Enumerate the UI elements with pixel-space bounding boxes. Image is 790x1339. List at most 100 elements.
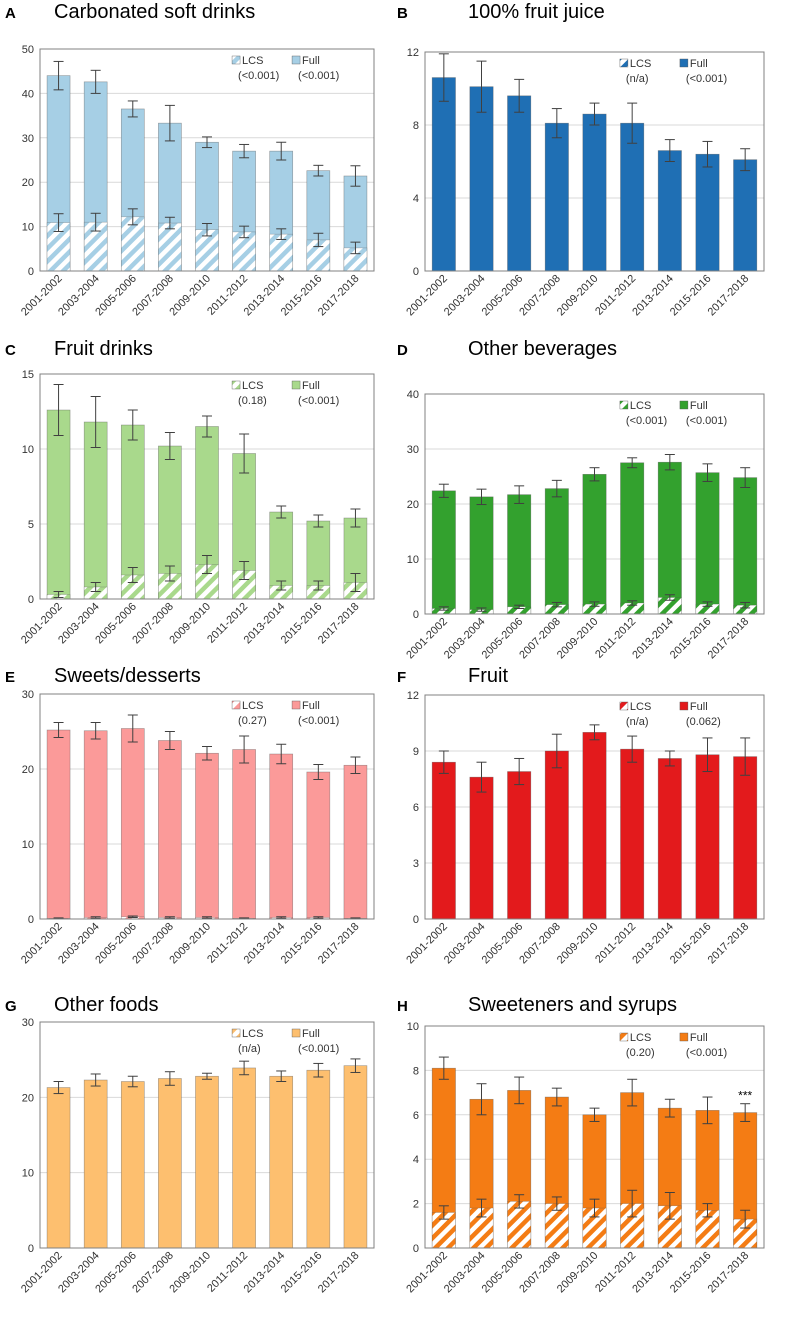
legend-swatch-lcs — [231, 700, 241, 710]
errorbar-full — [90, 722, 101, 740]
legend-pvalue-lcs: (n/a) — [626, 716, 649, 728]
errorbar-lcs — [438, 1205, 449, 1220]
legend-pvalue-full: (<0.001) — [298, 715, 339, 727]
bar-full — [620, 462, 645, 615]
bar-full — [469, 86, 494, 272]
panel-letter: H — [397, 998, 408, 1015]
errorbar-full — [476, 488, 487, 506]
errorbar-lcs — [589, 1198, 600, 1218]
errorbar-lcs — [164, 565, 175, 582]
errorbar-lcs — [740, 1209, 751, 1229]
legend-label-full: Full — [690, 1032, 708, 1044]
x-tick-label: 2009-2010 — [555, 273, 601, 319]
plot-frame — [39, 1021, 375, 1249]
errorbar-full — [702, 737, 713, 773]
errorbar-lcs — [551, 1196, 562, 1211]
errorbar-full — [514, 485, 525, 504]
bar-full — [269, 753, 294, 920]
bar-full — [46, 1087, 71, 1249]
legend-swatch-lcs — [619, 58, 629, 68]
bar-full — [46, 729, 71, 920]
bar-full — [120, 1081, 145, 1249]
bar-full — [507, 95, 532, 272]
y-tick-label: 10 — [407, 1021, 419, 1033]
bar-full — [695, 472, 720, 615]
errorbar-lcs — [627, 1189, 638, 1218]
legend-swatch-full — [291, 1028, 301, 1038]
errorbar-full — [202, 746, 212, 761]
errorbar-lcs — [239, 561, 250, 580]
errorbar-full — [164, 731, 175, 750]
y-tick-label: 10 — [22, 1168, 34, 1180]
chart-title: Other foods — [54, 994, 159, 1016]
plot-frame — [39, 693, 375, 920]
errorbar-lcs — [313, 916, 324, 919]
errorbar-full — [589, 102, 600, 126]
errorbar-full — [476, 1083, 487, 1116]
errorbar-full — [313, 164, 324, 177]
legend-swatch-lcs — [231, 55, 241, 65]
bar-full — [695, 754, 720, 920]
bar-full — [269, 1075, 294, 1249]
legend-label-full: Full — [690, 400, 708, 412]
bar-full — [507, 771, 532, 920]
chart-title: Fruit drinks — [54, 338, 153, 360]
bar-full — [431, 77, 456, 272]
errorbar-full — [627, 1078, 638, 1107]
errorbar-full — [702, 140, 713, 168]
errorbar-full — [127, 1075, 138, 1088]
bar-full — [544, 122, 569, 272]
y-tick-label: 12 — [407, 47, 419, 59]
y-tick-label: 6 — [413, 802, 419, 814]
legend-pvalue-lcs: (<0.001) — [626, 415, 667, 427]
legend-pvalue-full: (<0.001) — [298, 1043, 339, 1055]
legend-label-lcs: LCS — [242, 380, 263, 392]
y-tick-label: 50 — [22, 44, 34, 56]
errorbar-lcs — [350, 241, 361, 255]
errorbar-full — [702, 1096, 713, 1125]
y-tick-label: 10 — [22, 839, 34, 851]
legend-pvalue-full: (0.062) — [686, 716, 721, 728]
x-tick-label: 2009-2010 — [555, 1250, 601, 1296]
legend-pvalue-full: (<0.001) — [686, 1047, 727, 1059]
y-tick-label: 30 — [22, 689, 34, 701]
errorbar-full — [514, 757, 525, 786]
errorbar-full — [313, 764, 324, 780]
errorbar-lcs — [514, 1194, 525, 1209]
errorbar-full — [589, 1107, 600, 1122]
errorbar-lcs — [202, 916, 212, 919]
legend-pvalue-full: (<0.001) — [298, 70, 339, 82]
legend-swatch-full — [679, 701, 689, 711]
errorbar-lcs — [127, 208, 138, 226]
chart-panel-f: F Fruit0369122001-20022003-20042005-20062… — [397, 665, 765, 966]
legend-label-lcs: LCS — [630, 58, 651, 70]
y-tick-label: 5 — [28, 519, 34, 531]
errorbar-full — [627, 735, 638, 763]
y-tick-label: 20 — [407, 499, 419, 511]
legend-label-lcs: LCS — [630, 400, 651, 412]
errorbar-lcs — [164, 916, 175, 919]
errorbar-lcs — [438, 606, 449, 611]
y-tick-label: 0 — [28, 914, 34, 926]
errorbar-full — [740, 148, 751, 172]
y-tick-label: 12 — [407, 690, 419, 702]
bar-full — [46, 409, 71, 600]
errorbar-full — [164, 1071, 175, 1086]
y-tick-label: 2 — [413, 1199, 419, 1211]
chart-title: Fruit — [468, 665, 508, 687]
y-tick-label: 10 — [22, 222, 34, 234]
y-tick-label: 0 — [413, 266, 419, 278]
y-tick-label: 6 — [413, 1110, 419, 1122]
y-tick-label: 15 — [22, 369, 34, 381]
legend-swatch-full — [679, 1032, 689, 1042]
errorbar-full — [127, 409, 138, 441]
bar-full — [306, 1069, 331, 1249]
legend-label-full: Full — [302, 1028, 320, 1040]
errorbar-full — [551, 733, 562, 769]
chart-title: Other beverages — [468, 338, 617, 360]
errorbar-full — [627, 102, 638, 144]
bar-full — [657, 461, 682, 615]
y-tick-label: 9 — [413, 746, 419, 758]
errorbar-full — [438, 750, 449, 774]
errorbar-full — [664, 750, 675, 767]
